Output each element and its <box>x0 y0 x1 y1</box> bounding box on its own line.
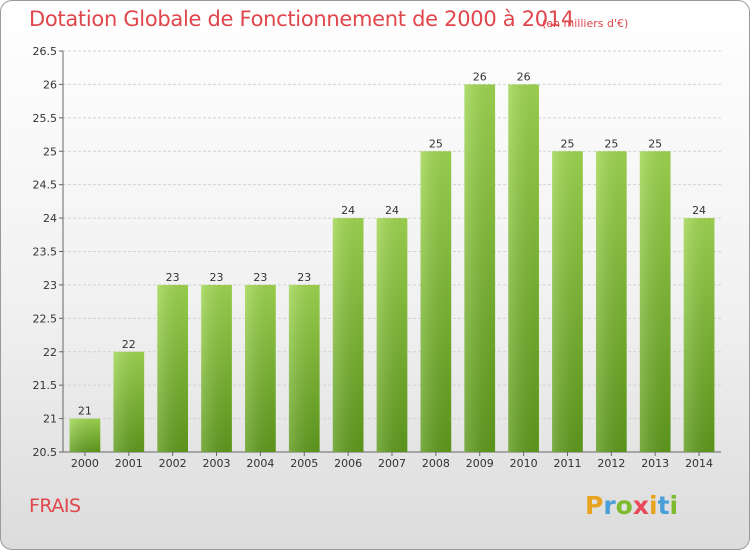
logo-letter: o <box>615 491 633 520</box>
data-label: 24 <box>385 204 399 217</box>
bar-shade <box>201 284 232 452</box>
logo-letter: P <box>585 491 604 520</box>
data-label: 25 <box>429 137 443 150</box>
bar-shade <box>332 218 364 452</box>
y-tick-label: 21.5 <box>33 379 58 392</box>
data-label: 23 <box>166 271 180 284</box>
x-tick-label: 2004 <box>246 457 274 470</box>
x-tick-label: 2007 <box>378 457 406 470</box>
data-label: 23 <box>253 271 267 284</box>
bar-shade <box>69 418 101 452</box>
data-label: 23 <box>297 271 311 284</box>
bar-shade <box>508 84 539 453</box>
bar-shade <box>595 151 627 452</box>
logo-letter: i <box>669 491 679 520</box>
logo-letter: t <box>657 491 670 520</box>
bars <box>69 84 715 453</box>
data-labels: 21 22 23 23 23 23 24 24 25 26 26 25 25 25 24 <box>78 70 706 417</box>
y-tick-label: 26 <box>43 78 57 91</box>
bar-shade <box>639 151 671 452</box>
y-tick-label: 24.5 <box>33 179 58 192</box>
data-label: 22 <box>122 338 136 351</box>
y-tick-label: 26.5 <box>33 45 58 58</box>
y-tick-label: 20.5 <box>33 446 58 459</box>
y-tick-labels: 20.5 21 21.5 22 22.5 23 23.5 24 24.5 25 25.5 26 26.5 <box>33 45 58 459</box>
data-label: 21 <box>78 405 92 418</box>
x-tick-label: 2001 <box>115 457 143 470</box>
logo-letter: r <box>603 491 616 520</box>
data-label: 26 <box>473 70 487 83</box>
data-label: 25 <box>560 137 574 150</box>
bar-shade <box>245 284 276 452</box>
x-tick-label: 2003 <box>203 457 231 470</box>
chart-title: Dotation Globale de Fonctionnement de 20… <box>29 7 574 31</box>
bar-shade <box>288 284 320 452</box>
x-tick-label: 2011 <box>553 457 581 470</box>
y-tick-label: 25 <box>43 145 57 158</box>
x-tick-labels: 2000 2001 2002 2003 2004 2005 2006 2007 2008 2009… <box>71 457 713 470</box>
x-tick-label: 2006 <box>334 457 362 470</box>
logo-letter: x <box>632 491 649 520</box>
x-tick-label: 2008 <box>422 457 450 470</box>
y-tick-label: 22.5 <box>33 312 58 325</box>
x-tick-label: 2012 <box>597 457 625 470</box>
bar-shade <box>420 151 452 452</box>
data-label: 25 <box>604 137 618 150</box>
bar-shade <box>464 84 496 453</box>
y-tick-label: 23.5 <box>33 246 58 259</box>
data-label: 24 <box>692 204 706 217</box>
bar-shade <box>683 218 715 452</box>
y-tick-label: 21 <box>43 413 57 426</box>
bar-shade <box>157 284 189 452</box>
x-tick-label: 2000 <box>71 457 99 470</box>
data-label: 26 <box>517 70 531 83</box>
x-tick-label: 2013 <box>641 457 669 470</box>
bar-shade <box>552 151 583 452</box>
y-tick-label: 25.5 <box>33 112 58 125</box>
x-tick-label: 2009 <box>466 457 494 470</box>
y-tick-label: 22 <box>43 346 57 359</box>
y-tick-label: 23 <box>43 279 57 292</box>
x-tick-label: 2005 <box>290 457 318 470</box>
x-tick-label: 2010 <box>510 457 538 470</box>
data-label: 23 <box>210 271 224 284</box>
x-tick-label: 2014 <box>685 457 713 470</box>
proxiti-logo: Proxiti <box>585 491 678 520</box>
x-tick-label: 2002 <box>159 457 187 470</box>
data-label: 25 <box>648 137 662 150</box>
chart-unit: (en milliers d'€) <box>542 17 629 30</box>
commune-name: FRAIS <box>29 495 81 517</box>
bar-shade <box>113 351 145 452</box>
y-tick-label: 24 <box>43 212 57 225</box>
logo-letter: i <box>649 491 658 520</box>
bar-shade <box>376 218 408 452</box>
data-label: 24 <box>341 204 355 217</box>
